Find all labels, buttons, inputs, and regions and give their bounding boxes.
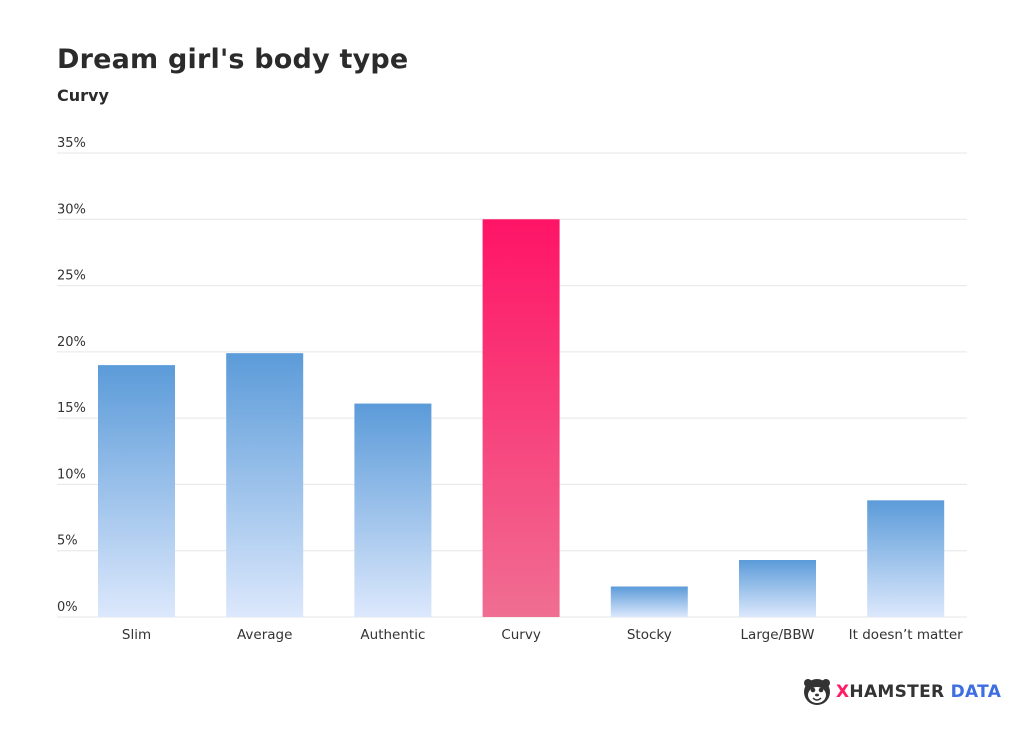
logo-wordmark: XHAMSTER DATA xyxy=(836,682,1001,702)
bars xyxy=(98,219,945,618)
y-tick-label: 25% xyxy=(57,269,86,284)
chart-title: Dream girl's body type xyxy=(57,44,409,75)
bar-authentic xyxy=(354,403,432,617)
x-tick-label: Curvy xyxy=(501,627,541,643)
y-tick-label: 15% xyxy=(57,401,86,416)
x-tick-label: Average xyxy=(237,627,292,643)
logo-data: DATA xyxy=(950,682,1002,702)
bar-large-bbw xyxy=(739,559,816,617)
x-tick-label: Stocky xyxy=(627,627,672,643)
y-tick-label: 5% xyxy=(57,534,78,549)
y-tick-label: 0% xyxy=(57,600,78,615)
y-tick-label: 20% xyxy=(57,335,86,350)
y-tick-label: 30% xyxy=(57,202,86,217)
bar-curvy xyxy=(482,219,560,618)
logo-x: X xyxy=(836,682,850,702)
logo-hamster: HAMSTER xyxy=(849,682,945,702)
x-tick-label: Large/BBW xyxy=(741,627,815,643)
bar-stocky xyxy=(610,586,688,617)
x-axis-labels: Slim Average Authentic Curvy Stocky Large/BBW… xyxy=(122,627,963,643)
bar-average xyxy=(226,353,304,617)
x-tick-label: Authentic xyxy=(360,627,425,643)
y-axis-ticks: 0% 5% 10% 15% 20% 25% 30% 35% xyxy=(57,136,86,615)
bar-it-doesn-t-matter xyxy=(867,500,945,617)
bar-slim xyxy=(98,365,175,617)
x-tick-label: Slim xyxy=(122,627,151,643)
y-tick-label: 35% xyxy=(57,136,86,151)
hamster-mascot-icon xyxy=(804,679,830,705)
chart-subtitle: Curvy xyxy=(57,86,109,105)
y-tick-label: 10% xyxy=(57,467,86,482)
xhamster-data-logo: XHAMSTER DATA xyxy=(802,677,1001,707)
x-tick-label: It doesn’t matter xyxy=(849,627,963,643)
